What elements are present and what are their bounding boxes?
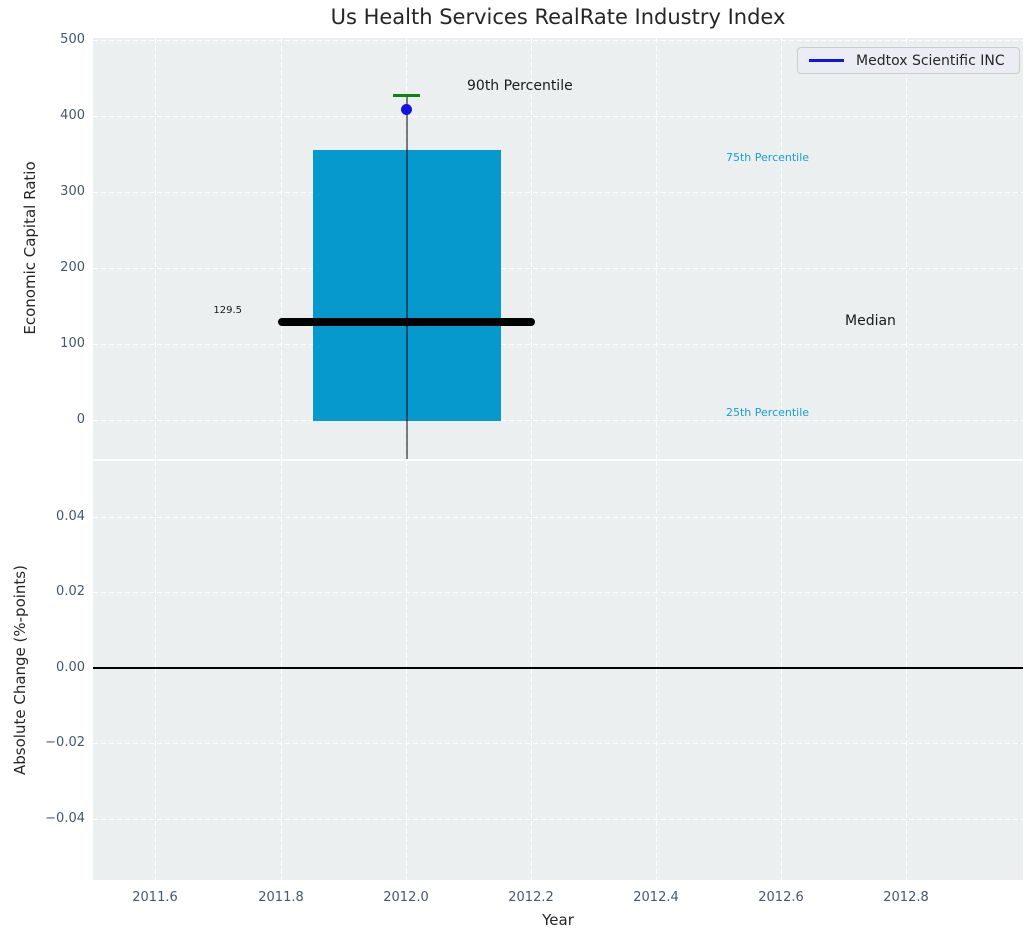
- y-tick-label: 0.00: [56, 660, 85, 675]
- gridline: [93, 40, 1023, 41]
- gridline: [93, 192, 1023, 193]
- gridline: [93, 420, 1023, 421]
- gridline: [93, 116, 1023, 117]
- whisker-line: [406, 95, 408, 459]
- y-tick-label: 500: [60, 32, 85, 47]
- annotation-90th-percentile: 90th Percentile: [467, 78, 573, 94]
- x-axis-label: Year: [542, 911, 574, 929]
- x-tick-label: 2012.4: [633, 890, 679, 905]
- zero-reference-line: [93, 667, 1023, 669]
- percentile-90-cap: [393, 94, 420, 97]
- legend-label: Medtox Scientific INC: [856, 52, 1005, 69]
- gridline: [93, 268, 1023, 269]
- gridline: [155, 38, 156, 459]
- gridline: [93, 517, 1023, 518]
- x-tick-label: 2011.8: [258, 890, 304, 905]
- top-axes: 90th Percentile 75th Percentile Median 2…: [93, 38, 1023, 459]
- y-tick-label: 300: [60, 184, 85, 199]
- y-tick-label: 0.04: [56, 509, 85, 524]
- x-tick-label: 2012.6: [758, 890, 804, 905]
- y-tick-label: 0: [76, 412, 85, 427]
- gridline: [531, 38, 532, 459]
- gridline: [93, 819, 1023, 820]
- y-axis-label-top: Economic Capital Ratio: [21, 161, 39, 335]
- y-tick-label: 400: [60, 108, 85, 123]
- gridline: [781, 461, 782, 880]
- company-point: [401, 104, 412, 115]
- x-tick-label: 2012.0: [383, 890, 429, 905]
- y-axis-label-bottom: Absolute Change (%-points): [11, 565, 29, 775]
- annotation-median: Median: [845, 313, 896, 329]
- gridline: [281, 38, 282, 459]
- y-tick-label: −0.04: [45, 811, 85, 826]
- gridline: [906, 38, 907, 459]
- x-tick-label: 2012.2: [508, 890, 554, 905]
- gridline: [93, 344, 1023, 345]
- gridline: [531, 461, 532, 880]
- x-tick-label: 2011.6: [132, 890, 178, 905]
- annotation-25th-percentile: 25th Percentile: [726, 406, 810, 419]
- annotation-75th-percentile: 75th Percentile: [726, 151, 810, 164]
- gridline: [93, 592, 1023, 593]
- bottom-axes: [93, 461, 1023, 880]
- y-tick-label: −0.02: [45, 735, 85, 750]
- gridline: [656, 38, 657, 459]
- median-line: [278, 318, 535, 326]
- gridline: [781, 38, 782, 459]
- gridline: [281, 461, 282, 880]
- y-tick-label: 0.02: [56, 584, 85, 599]
- gridline: [155, 461, 156, 880]
- gridline: [906, 461, 907, 880]
- legend: Medtox Scientific INC: [797, 47, 1020, 74]
- median-value-label: 129.5: [213, 305, 242, 316]
- gridline: [406, 461, 407, 880]
- x-tick-label: 2012.8: [883, 890, 929, 905]
- gridline: [656, 461, 657, 880]
- y-tick-label: 200: [60, 260, 85, 275]
- chart-title: Us Health Services RealRate Industry Ind…: [330, 5, 786, 29]
- y-tick-label: 100: [60, 336, 85, 351]
- gridline: [93, 743, 1023, 744]
- legend-line-swatch: [809, 59, 844, 62]
